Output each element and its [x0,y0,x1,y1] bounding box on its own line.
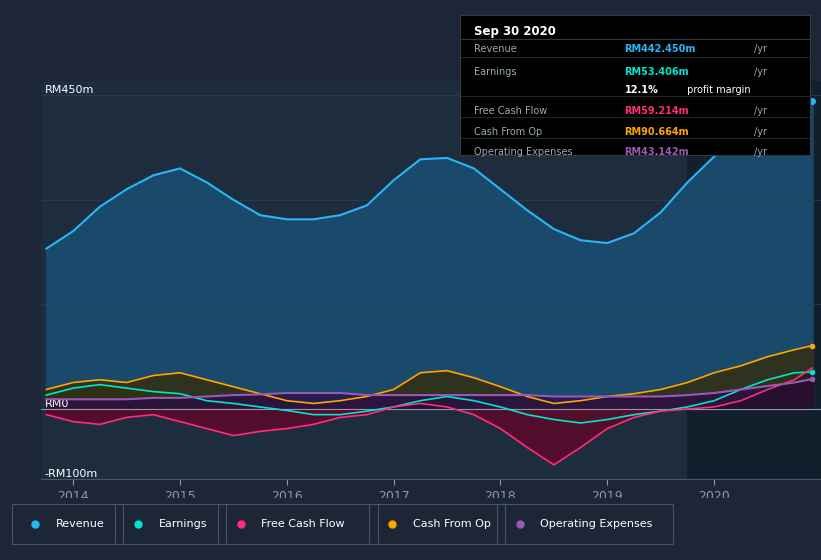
Text: Operating Expenses: Operating Expenses [474,147,572,157]
Text: /yr: /yr [754,67,767,77]
Text: /yr: /yr [754,44,767,54]
Text: Revenue: Revenue [474,44,516,54]
Text: RM59.214m: RM59.214m [625,106,689,116]
Text: RM90.664m: RM90.664m [625,127,689,137]
Text: RM0: RM0 [45,399,69,409]
Text: Free Cash Flow: Free Cash Flow [261,519,345,529]
Text: Earnings: Earnings [158,519,207,529]
Text: 12.1%: 12.1% [625,85,658,95]
Text: RM442.450m: RM442.450m [625,44,696,54]
Text: -RM100m: -RM100m [45,469,99,479]
Bar [687,81,821,479]
Text: /yr: /yr [754,106,767,116]
Text: profit margin: profit margin [684,85,750,95]
Text: RM450m: RM450m [45,85,94,95]
Text: Cash From Op: Cash From Op [413,519,491,529]
Text: Earnings: Earnings [474,67,516,77]
Text: Free Cash Flow: Free Cash Flow [474,106,548,116]
Text: Revenue: Revenue [56,519,104,529]
Text: RM43.142m: RM43.142m [625,147,689,157]
Text: Sep 30 2020: Sep 30 2020 [474,25,556,38]
Text: /yr: /yr [754,147,767,157]
Text: Cash From Op: Cash From Op [474,127,542,137]
Text: RM53.406m: RM53.406m [625,67,689,77]
Text: /yr: /yr [754,127,767,137]
Text: Operating Expenses: Operating Expenses [540,519,653,529]
